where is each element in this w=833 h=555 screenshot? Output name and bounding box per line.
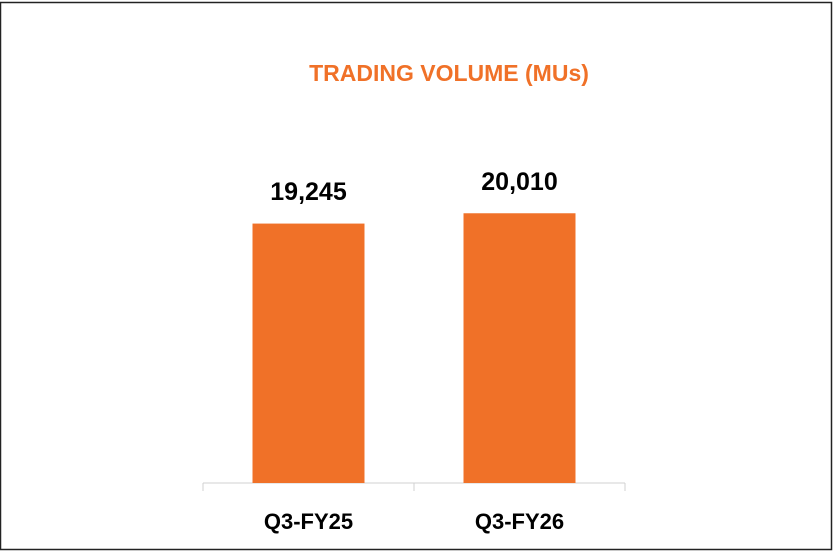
- x-tick-label: Q3-FY26: [475, 509, 564, 534]
- value-label: 20,010: [481, 168, 557, 196]
- x-tick-label: Q3-FY25: [264, 509, 353, 534]
- value-label: 19,245: [270, 178, 347, 206]
- bar: [463, 213, 576, 483]
- bar: [252, 223, 365, 483]
- chart-title: TRADING VOLUME (MUs): [309, 60, 589, 86]
